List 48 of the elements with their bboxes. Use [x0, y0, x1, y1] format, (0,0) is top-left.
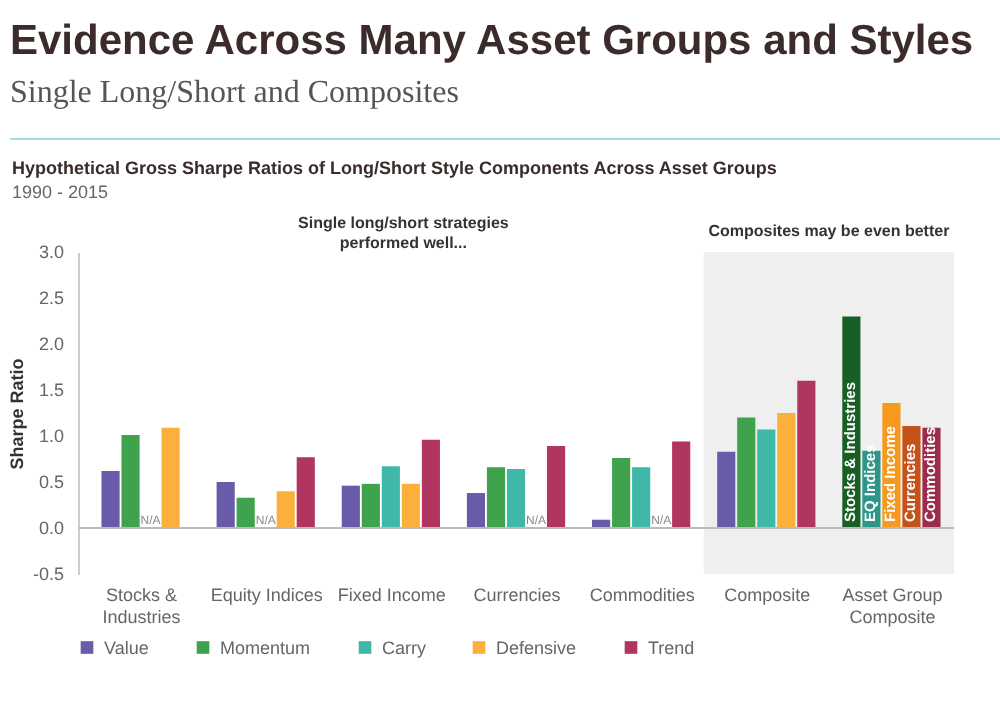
bar	[612, 458, 631, 528]
y-tick-label: 2.0	[38, 334, 64, 354]
legend-label: Value	[104, 637, 149, 658]
y-tick-label: 1.0	[38, 426, 64, 446]
bar	[546, 446, 566, 528]
band-label: Composites may be even better	[708, 222, 950, 240]
bar	[797, 380, 816, 528]
bar	[672, 441, 691, 528]
legend-label: Trend	[648, 637, 695, 658]
chart-title: Evidence Across Many Asset Groups and Styles	[10, 18, 974, 66]
bar	[401, 483, 420, 528]
y-tick-label: 2.5	[38, 288, 64, 308]
bar	[361, 483, 380, 528]
bar	[216, 482, 235, 528]
legend-label: Carry	[382, 637, 427, 658]
bar	[757, 429, 776, 528]
x-tick-label: Commodities	[589, 585, 696, 605]
bar	[236, 497, 255, 528]
bar	[466, 493, 486, 528]
legend-label: Defensive	[496, 637, 577, 658]
x-tick-label: Equity Indices	[210, 585, 324, 605]
legend-label: Momentum	[220, 637, 311, 658]
bar	[341, 485, 360, 528]
text: 1990 - 2015	[12, 182, 109, 202]
y-tick-label: -0.5	[32, 564, 64, 584]
bar	[777, 413, 796, 528]
bar	[737, 417, 756, 528]
y-axis-title: Sharpe Ratio	[7, 357, 27, 470]
bar	[421, 439, 440, 528]
x-tick-label: Composite	[724, 585, 811, 605]
y-tick-label: 3.0	[38, 242, 64, 262]
x-tick-label: Asset Group Composite	[842, 585, 943, 627]
x-tick-label: Stocks & Industries	[102, 585, 182, 627]
chart-subtitle: Single Long/Short and Composites	[10, 76, 459, 112]
text: Hypothetical Gross Sharpe Ratios of Long/Short Style Components Across Asset Groups	[12, 158, 777, 178]
y-tick-label: 0.0	[38, 518, 64, 538]
bar	[632, 467, 651, 528]
bar	[296, 457, 315, 528]
bar	[486, 467, 506, 528]
x-tick-label: Currencies	[473, 585, 562, 605]
bar	[381, 466, 400, 528]
text: Single long/short strategies performed well...	[298, 214, 510, 252]
bar	[717, 451, 736, 528]
bar	[276, 491, 295, 528]
x-tick-label: Fixed Income	[337, 585, 446, 605]
y-tick-label: 0.5	[38, 472, 64, 492]
bar	[506, 469, 526, 528]
y-tick-label: 1.5	[38, 380, 64, 400]
